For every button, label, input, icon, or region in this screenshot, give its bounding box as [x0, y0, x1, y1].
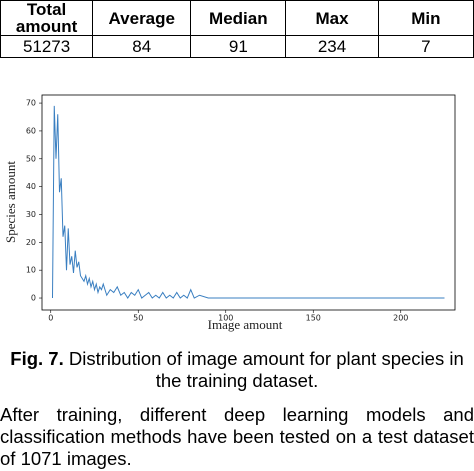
data-row: 51273 84 91 234 7 — [0, 35, 474, 58]
data-cell: 91 — [190, 35, 287, 58]
y-tick-label: 40 — [26, 182, 36, 191]
header-cell: Total amount — [0, 0, 94, 36]
data-cell: 7 — [377, 35, 474, 58]
chart: Image amount Species amount 0 50 100 150 200… — [3, 94, 456, 332]
y-tick-label: 30 — [26, 210, 36, 219]
stats-table: Total amount Average Median Max Min 51273 84 9… — [0, 0, 474, 58]
y-tick-label: 60 — [26, 126, 36, 135]
x-tick-label: 0 — [48, 314, 53, 323]
header-row: Total amount Average Median Max Min — [0, 0, 474, 36]
x-tick-label: 200 — [393, 314, 408, 323]
x-tick-label: 150 — [306, 314, 321, 323]
x-tick-label: 100 — [218, 314, 233, 323]
data-cell: 234 — [285, 35, 379, 58]
paragraph: After training, different deep learning … — [0, 404, 474, 469]
header-cell: Median — [190, 0, 287, 36]
header-cell: Max — [285, 0, 379, 36]
y-tick-label: 50 — [26, 154, 36, 163]
y-tick-label: 70 — [26, 99, 36, 108]
data-line — [52, 105, 445, 299]
y-tick-label: 20 — [26, 238, 36, 247]
x-axis-label: Image amount — [208, 317, 283, 332]
x-tick-label: 50 — [133, 314, 143, 323]
caption: Fig. 7. Distribution of image amount for… — [0, 348, 474, 392]
y-axis-label: Species amount — [3, 161, 18, 243]
caption-text: Distribution of image amount for plant s… — [68, 348, 464, 391]
data-cell: 51273 — [0, 35, 94, 58]
caption-label: Fig. 7. — [10, 348, 64, 369]
header-cell: Average — [92, 0, 192, 36]
y-tick-label: 10 — [26, 266, 36, 275]
header-cell: Min — [377, 0, 474, 36]
data-cell: 84 — [92, 35, 192, 58]
y-tick-label: 0 — [31, 294, 36, 303]
plot-frame — [41, 94, 456, 311]
